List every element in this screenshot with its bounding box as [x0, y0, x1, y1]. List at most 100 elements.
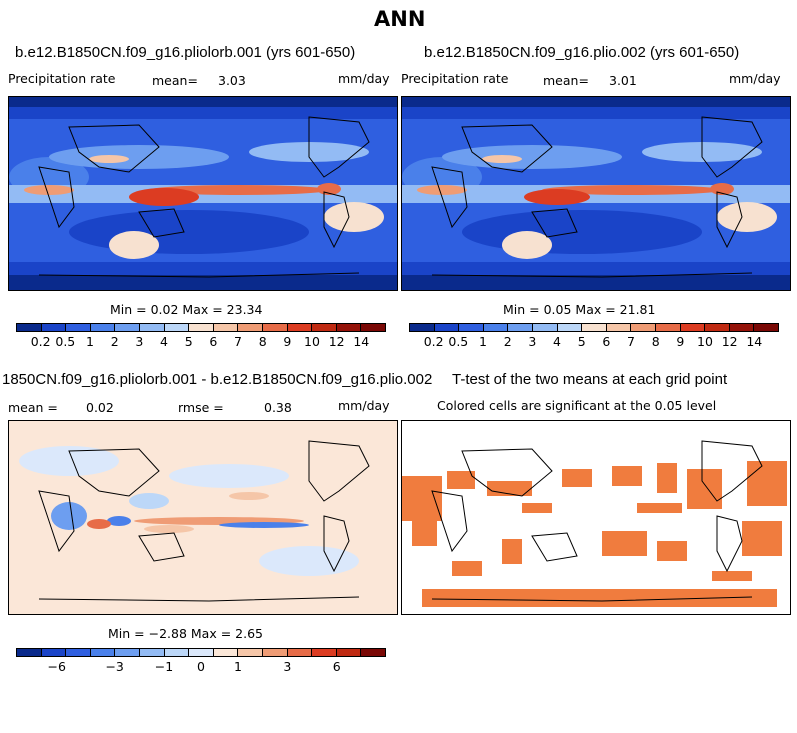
cbar-tick: 6 — [602, 334, 611, 349]
cbar-cell — [532, 324, 558, 331]
panel4-subtitle: Colored cells are significant at the 0.0… — [437, 398, 717, 413]
cbar-tick: 2 — [110, 334, 119, 349]
cbar-tick: 4 — [160, 334, 168, 349]
cbar-cell — [606, 324, 632, 331]
cbar-tick: 3 — [283, 659, 292, 674]
cbar-tick: 2 — [503, 334, 512, 349]
panel3-mean-label: mean = — [8, 400, 58, 415]
panel1-precip-map — [8, 96, 398, 291]
panel4-map-graphic — [402, 421, 790, 614]
cbar-cell — [262, 324, 288, 331]
cbar-tick: 6 — [332, 659, 341, 674]
panel1-mean-value: 3.03 — [218, 73, 246, 88]
panel3-colorbar — [16, 648, 386, 657]
cbar-tick: 10 — [697, 334, 713, 349]
cbar-cell — [238, 324, 263, 331]
cbar-tick: 6 — [209, 334, 218, 349]
panel2-min-max: Min = 0.05 Max = 21.81 — [503, 302, 656, 317]
cbar-cell — [287, 324, 313, 331]
cbar-tick: 0.2 — [423, 334, 444, 349]
cbar-tick: −3 — [105, 659, 124, 674]
panel2-map-graphic — [402, 97, 790, 290]
cbar-tick: 0 — [197, 659, 205, 674]
cbar-tick: 7 — [627, 334, 635, 349]
panel1-map-graphic — [9, 97, 397, 290]
panel2-precip-map — [401, 96, 791, 291]
cbar-tick: 14 — [746, 334, 763, 349]
cbar-cell — [312, 324, 337, 331]
cbar-tick: 10 — [304, 334, 320, 349]
cbar-cell — [189, 649, 214, 656]
panel2-units: mm/day — [729, 71, 781, 86]
cbar-tick: 5 — [577, 334, 586, 349]
panel2-variable: Precipitation rate — [401, 71, 509, 86]
cbar-cell — [41, 649, 67, 656]
panel3-colorbar-ticks: −6 −3 −1 0 1 3 6 — [16, 659, 386, 675]
cbar-cell — [115, 649, 140, 656]
cbar-cell — [508, 324, 533, 331]
cbar-cell — [434, 324, 460, 331]
cbar-tick: 1 — [234, 659, 242, 674]
cbar-cell — [189, 324, 214, 331]
cbar-cell — [336, 324, 362, 331]
cbar-tick: 7 — [234, 334, 242, 349]
cbar-cell — [336, 649, 362, 656]
cbar-cell — [361, 324, 385, 331]
cbar-cell — [680, 324, 706, 331]
cbar-tick: 9 — [283, 334, 292, 349]
panel3-difference-map — [8, 420, 398, 615]
cbar-cell — [17, 324, 42, 331]
figure-title: ANN — [374, 7, 426, 31]
cbar-tick: 1 — [86, 334, 94, 349]
cbar-tick: 0.5 — [55, 334, 76, 349]
cbar-cell — [361, 649, 385, 656]
cbar-cell — [17, 649, 42, 656]
cbar-cell — [90, 324, 116, 331]
cbar-cell — [287, 649, 313, 656]
cbar-cell — [213, 324, 239, 331]
panel4-significance-map — [401, 420, 791, 615]
cbar-tick: 0.5 — [448, 334, 469, 349]
cbar-tick: 3 — [135, 334, 144, 349]
cbar-cell — [164, 649, 190, 656]
cbar-tick: 8 — [651, 334, 660, 349]
cbar-cell — [115, 324, 140, 331]
cbar-tick: 12 — [721, 334, 738, 349]
panel1-units: mm/day — [338, 71, 390, 86]
cbar-cell — [238, 649, 263, 656]
panel1-colorbar — [16, 323, 386, 332]
panel1-colorbar-ticks: 0.2 0.5 1 2 3 4 5 6 7 8 9 10 12 14 — [16, 334, 386, 350]
cbar-tick: 1 — [479, 334, 487, 349]
panel1-min-max: Min = 0.02 Max = 23.34 — [110, 302, 263, 317]
cbar-tick: 8 — [258, 334, 267, 349]
panel2-mean-label: mean= — [543, 73, 589, 88]
cbar-cell — [410, 324, 435, 331]
cbar-cell — [90, 649, 116, 656]
cbar-cell — [262, 649, 288, 656]
cbar-cell — [213, 649, 239, 656]
cbar-tick: 4 — [553, 334, 561, 349]
cbar-cell — [312, 649, 337, 656]
cbar-cell — [557, 324, 583, 331]
cbar-tick: 14 — [353, 334, 370, 349]
panel3-mean-value: 0.02 — [86, 400, 114, 415]
cbar-cell — [705, 324, 730, 331]
panel2-title: b.e12.B1850CN.f09_g16.plio.002 (yrs 601-… — [424, 44, 740, 61]
cbar-cell — [655, 324, 681, 331]
panel4-title: T-test of the two means at each grid poi… — [452, 371, 728, 388]
panel3-map-graphic — [9, 421, 397, 614]
cbar-cell — [582, 324, 607, 331]
cbar-cell — [459, 324, 484, 331]
panel1-variable: Precipitation rate — [8, 71, 116, 86]
cbar-tick: 3 — [528, 334, 537, 349]
cbar-tick: −6 — [47, 659, 66, 674]
panel3-rmse-label: rmse = — [178, 400, 224, 415]
cbar-cell — [164, 324, 190, 331]
cbar-tick: −1 — [154, 659, 174, 674]
cbar-tick: 5 — [184, 334, 193, 349]
panel2-colorbar — [409, 323, 779, 332]
cbar-cell — [41, 324, 67, 331]
panel3-units: mm/day — [338, 398, 390, 413]
cbar-cell — [66, 324, 91, 331]
cbar-tick: 0.2 — [30, 334, 51, 349]
